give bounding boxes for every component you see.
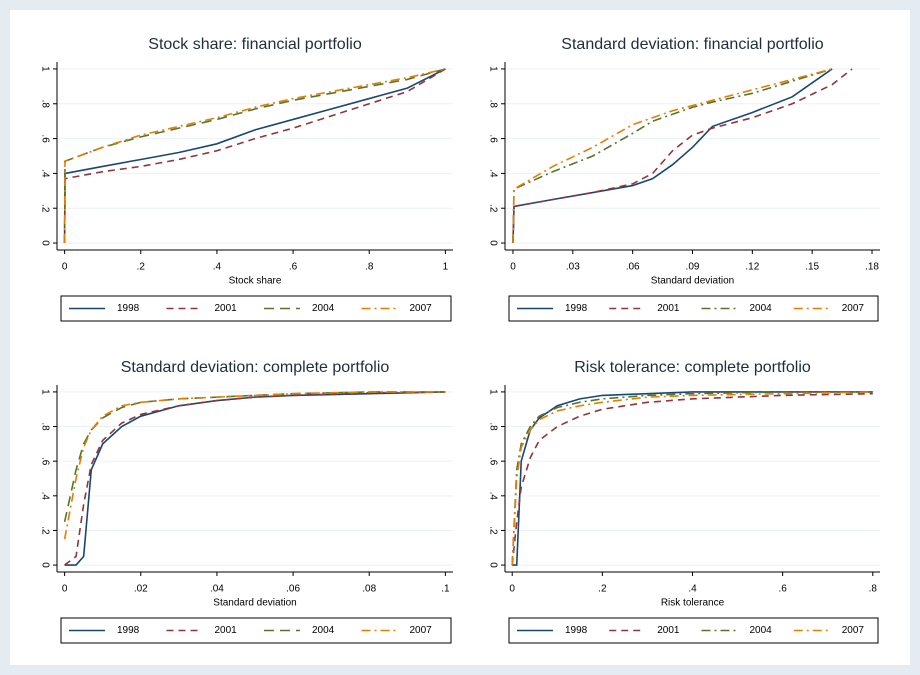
x-tick-label: .04 (210, 584, 224, 595)
series-line (512, 68, 833, 244)
y-tick-label: 0 (39, 240, 50, 246)
x-tick-label: 0 (510, 262, 516, 273)
x-axis-label: Stock share (229, 276, 282, 287)
y-tick-label: 0 (487, 240, 498, 246)
legend-label: 1998 (117, 625, 140, 636)
legend-label: 1998 (565, 625, 588, 636)
x-tick-label: .18 (865, 262, 879, 273)
x-axis-label: Standard deviation (213, 598, 296, 609)
y-tick-label: 1 (487, 66, 498, 72)
y-tick-label: .6 (487, 457, 498, 466)
legend-label: 2004 (312, 625, 335, 636)
x-tick-label: .08 (362, 584, 376, 595)
x-tick-label: .6 (778, 584, 787, 595)
y-tick-label: .4 (487, 492, 498, 501)
chart-title: Risk tolerance: complete portfolio (574, 359, 811, 376)
x-tick-label: 0 (62, 584, 68, 595)
series-line (512, 391, 873, 566)
y-tick-label: 1 (39, 389, 50, 395)
x-tick-label: .2 (598, 584, 607, 595)
y-tick-label: .4 (487, 169, 498, 178)
x-tick-label: .1 (441, 584, 450, 595)
legend-label: 2004 (750, 625, 773, 636)
x-tick-label: .12 (745, 262, 759, 273)
legend-label: 1998 (117, 303, 140, 314)
chart-title: Standard deviation: financial portfolio (561, 36, 823, 53)
y-tick-label: .8 (39, 422, 50, 431)
x-tick-label: .6 (289, 262, 298, 273)
panel (10, 10, 910, 665)
x-tick-label: .02 (134, 584, 148, 595)
x-tick-label: .4 (688, 584, 697, 595)
x-tick-label: 1 (443, 262, 449, 273)
legend-label: 2007 (410, 625, 433, 636)
legend-label: 2001 (657, 303, 680, 314)
y-tick-label: 1 (39, 66, 50, 72)
x-tick-label: .2 (137, 262, 146, 273)
x-tick-label: .4 (213, 262, 222, 273)
series-line (512, 68, 833, 244)
x-tick-label: .09 (686, 262, 700, 273)
legend-label: 2004 (312, 303, 335, 314)
y-tick-label: .8 (487, 100, 498, 109)
series-line (511, 392, 873, 566)
legend-label: 1998 (565, 303, 588, 314)
legend-label: 2007 (842, 303, 865, 314)
series-line (63, 68, 446, 244)
series-line (512, 68, 853, 244)
series-line (63, 68, 446, 244)
y-tick-label: 0 (487, 562, 498, 568)
x-tick-label: 0 (62, 262, 68, 273)
y-tick-label: 1 (487, 389, 498, 395)
x-tick-label: .03 (566, 262, 580, 273)
legend-label: 2001 (215, 303, 238, 314)
y-tick-label: .2 (39, 204, 50, 213)
y-tick-label: .2 (39, 526, 50, 535)
series-line (64, 391, 446, 566)
legend-label: 2007 (410, 303, 433, 314)
legend-label: 2001 (657, 625, 680, 636)
x-tick-label: .06 (286, 584, 300, 595)
y-tick-label: .2 (487, 526, 498, 535)
x-axis-label: Risk tolerance (661, 598, 725, 609)
y-tick-label: .4 (39, 492, 50, 501)
x-axis-label: Standard deviation (651, 276, 734, 287)
y-tick-label: .6 (39, 457, 50, 466)
legend-label: 2004 (750, 303, 773, 314)
chart-title: Stock share: financial portfolio (148, 36, 362, 53)
y-tick-label: .6 (39, 134, 50, 143)
series-line (64, 391, 446, 566)
x-tick-label: .15 (805, 262, 819, 273)
series-line (63, 391, 446, 540)
series-line (63, 68, 446, 244)
legend-label: 2007 (842, 625, 865, 636)
chart-title: Standard deviation: complete portfolio (121, 359, 390, 376)
x-tick-label: .8 (869, 584, 878, 595)
y-tick-label: .2 (487, 204, 498, 213)
y-tick-label: .8 (487, 422, 498, 431)
y-tick-label: .4 (39, 169, 50, 178)
y-tick-label: 0 (39, 562, 50, 568)
legend-label: 2001 (215, 625, 238, 636)
y-tick-label: .8 (39, 100, 50, 109)
y-tick-label: .6 (487, 134, 498, 143)
x-tick-label: .8 (365, 262, 374, 273)
x-tick-label: .06 (626, 262, 640, 273)
x-tick-label: 0 (509, 584, 515, 595)
